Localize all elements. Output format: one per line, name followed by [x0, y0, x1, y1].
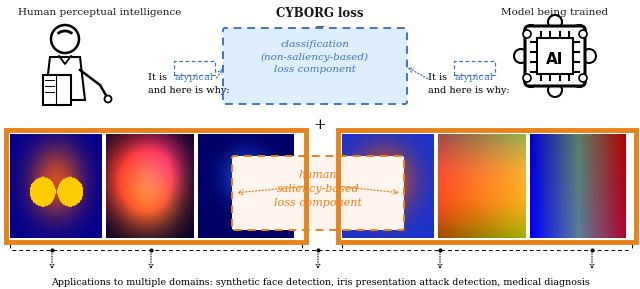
Text: and here is why:: and here is why:: [148, 86, 230, 95]
Text: Applications to multiple domains: synthetic face detection, iris presentation at: Applications to multiple domains: synthe…: [51, 278, 589, 287]
Text: It is: It is: [148, 73, 170, 82]
Circle shape: [579, 30, 587, 38]
FancyBboxPatch shape: [454, 61, 495, 75]
Text: It is: It is: [428, 73, 451, 82]
FancyBboxPatch shape: [174, 61, 215, 75]
Text: Human perceptual intelligence: Human perceptual intelligence: [19, 8, 182, 17]
Text: atypical: atypical: [454, 73, 493, 82]
FancyBboxPatch shape: [223, 28, 407, 104]
Circle shape: [572, 73, 586, 87]
Circle shape: [523, 74, 531, 82]
Circle shape: [579, 74, 587, 82]
Circle shape: [572, 25, 586, 39]
Circle shape: [582, 49, 596, 63]
Text: classification
(non-saliency-based)
loss component: classification (non-saliency-based) loss…: [261, 40, 369, 74]
Text: +: +: [314, 118, 326, 132]
Circle shape: [104, 95, 111, 103]
FancyBboxPatch shape: [537, 38, 573, 74]
Circle shape: [523, 30, 531, 38]
Text: Model being trained: Model being trained: [501, 8, 609, 17]
Text: atypical: atypical: [175, 73, 213, 82]
FancyBboxPatch shape: [525, 26, 585, 86]
Text: CYBORG loss: CYBORG loss: [276, 7, 364, 20]
Text: AI: AI: [547, 53, 564, 68]
Circle shape: [548, 15, 562, 29]
Circle shape: [524, 25, 538, 39]
Circle shape: [514, 49, 528, 63]
Circle shape: [548, 83, 562, 97]
Circle shape: [524, 73, 538, 87]
FancyBboxPatch shape: [232, 156, 404, 230]
Text: and here is why:: and here is why:: [428, 86, 509, 95]
Polygon shape: [45, 57, 85, 100]
FancyBboxPatch shape: [43, 75, 71, 105]
Text: human
saliency-based
loss component: human saliency-based loss component: [274, 170, 362, 208]
Text: =: =: [315, 22, 325, 35]
Circle shape: [51, 25, 79, 53]
